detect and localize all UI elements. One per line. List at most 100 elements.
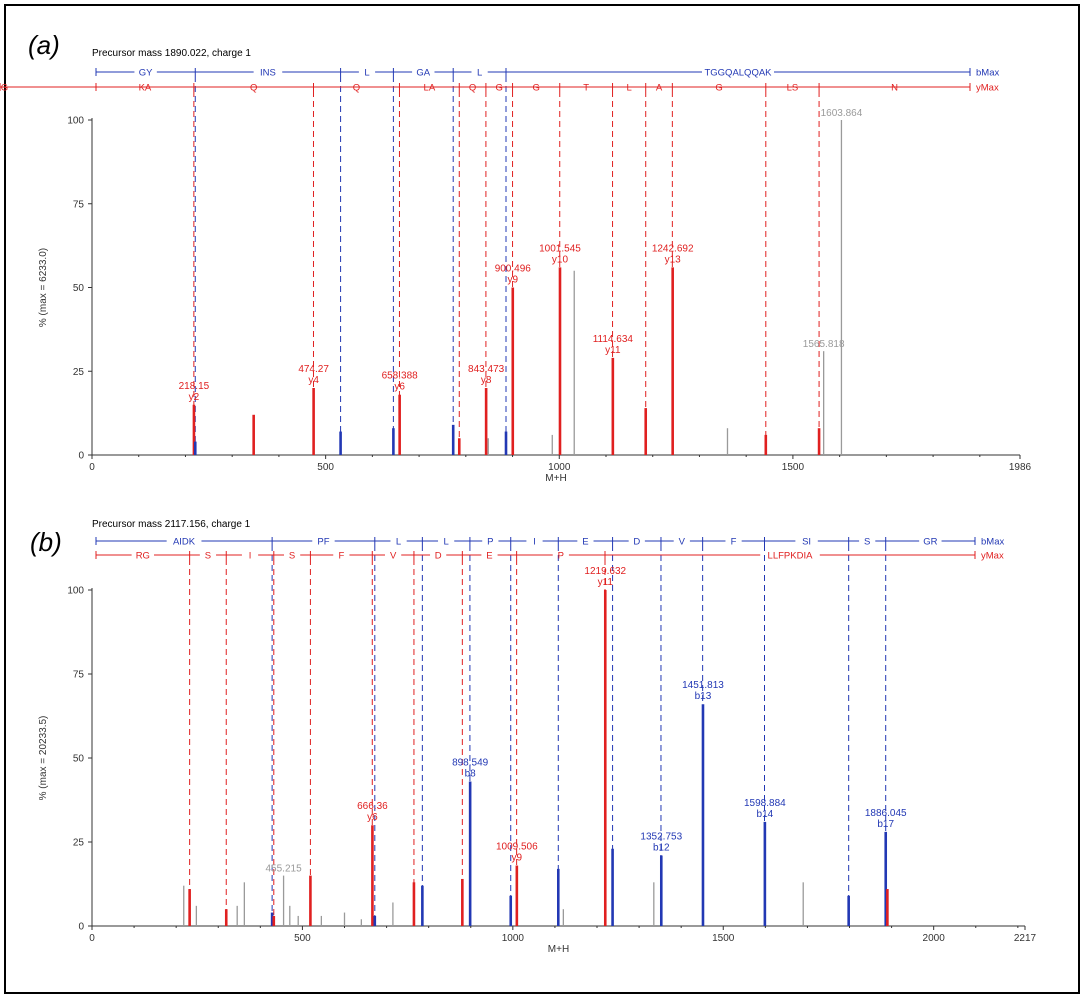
ladder-residue: D — [435, 551, 442, 562]
peak-ion-label: y9 — [507, 275, 518, 286]
x-axis-label: M+H — [545, 473, 566, 484]
panel-label: (b) — [30, 527, 62, 557]
y-tick-label: 50 — [73, 283, 85, 294]
chart-title: Precursor mass 1890.022, charge 1 — [92, 48, 251, 59]
ladder-residue: LA — [424, 83, 436, 94]
ladder-residue: E — [582, 537, 588, 548]
ladder-residue: I — [533, 537, 536, 548]
y-axis-label: % (max = 6233.0) — [38, 248, 49, 327]
ladder-residue: G — [532, 83, 539, 94]
ladder-residue: Q — [469, 83, 476, 94]
peak-mz-label: 1451.813 — [682, 680, 724, 691]
x-tick-label: 0 — [89, 462, 95, 473]
x-tick-label: 1000 — [502, 933, 525, 944]
y-tick-label: 75 — [73, 199, 85, 210]
y-tick-label: 0 — [78, 451, 84, 462]
ladder-residue: PF — [317, 537, 329, 548]
peak-ion-label: y13 — [665, 254, 682, 265]
peak-mz-label: 1598.884 — [744, 798, 786, 809]
ladder-residue: GY — [139, 68, 153, 79]
ladder-residue: N — [891, 83, 898, 94]
figure-border — [4, 4, 1080, 994]
ladder-residue: TGGQALQQAK — [704, 68, 772, 79]
ladder-residue: SI — [802, 537, 811, 548]
peak-ion-label: y4 — [308, 375, 319, 386]
y-tick-label: 100 — [67, 116, 84, 127]
ladder-residue: A — [656, 83, 663, 94]
peak-mz-label: 658.388 — [382, 371, 419, 382]
ladder-residue: GR — [923, 537, 937, 548]
x-tick-label: 1500 — [782, 462, 805, 473]
peak-mz-label: 1886.045 — [865, 808, 907, 819]
ladder-residue: S — [205, 551, 211, 562]
ladder-residue: L — [443, 537, 448, 548]
ladder-residue: Q — [353, 83, 360, 94]
ladder-residue: G — [496, 83, 503, 94]
x-tick-label: 500 — [317, 462, 334, 473]
peak-mz-label: 218.15 — [179, 381, 210, 392]
y-tick-label: 50 — [73, 754, 85, 765]
ladder-residue: L — [477, 68, 482, 79]
ladder-residue: D — [633, 537, 640, 548]
b-ion-ladder: AIDK PF L L P I E D V F SI S GR bMax — [95, 537, 1004, 926]
peak-ion-label: y10 — [552, 254, 569, 265]
peak-mz-label: 666.36 — [357, 801, 388, 812]
peak-ion-label: y6 — [394, 382, 405, 393]
peak-ion-label: y8 — [481, 375, 492, 386]
spectrum-panel-a: (a) Precursor mass 1890.022, charge 1 0 25 5… — [0, 30, 1032, 484]
ladder-residue: S — [864, 537, 870, 548]
ladder-residue: IYG — [0, 83, 8, 94]
ladder-residue: AIDK — [173, 537, 196, 548]
y-tick-label: 25 — [73, 367, 85, 378]
ladder-residue: P — [558, 551, 564, 562]
ladder-residue: F — [338, 551, 344, 562]
ladder-end-label: yMax — [981, 551, 1004, 562]
peak-mz-label: 1114.634 — [593, 334, 634, 345]
peak-ion-label: b17 — [877, 819, 894, 830]
ladder-residue: LLFPKDIA — [768, 551, 814, 562]
ladder-residue: E — [486, 551, 492, 562]
peak-ion-label: y9 — [512, 853, 523, 864]
ladder-residue: Q — [250, 83, 257, 94]
ladder-residue: L — [626, 83, 631, 94]
ladder-residue: F — [731, 537, 737, 548]
x-axis-label: M+H — [548, 944, 569, 955]
ladder-end-label: bMax — [976, 68, 999, 79]
y-tick-label: 75 — [73, 670, 85, 681]
x-tick-label: 2000 — [923, 933, 946, 944]
peak-mz-label: 900.496 — [495, 264, 532, 275]
peak-mz-label: 1219.632 — [584, 566, 626, 577]
spectrum-panel-b: (b) Precursor mass 2117.156, charge 1 0 25 5… — [30, 519, 1037, 955]
ladder-residue: V — [679, 537, 686, 548]
peak-mz-label: 1009.506 — [496, 842, 538, 853]
b-ion-ladder: GY INS L GA L TGGQALQQAK bMax — [95, 68, 999, 455]
ladder-residue: L — [396, 537, 401, 548]
ladder-residue: L — [364, 68, 369, 79]
x-tick-label: 1986 — [1009, 462, 1032, 473]
ladder-residue: INS — [260, 68, 276, 79]
peak-mz-label: 455.215 — [265, 864, 302, 875]
ladder-residue: RG — [136, 551, 150, 562]
x-tick-label: 1500 — [712, 933, 735, 944]
ladder-residue: I — [249, 551, 252, 562]
peak-mz-label: 1352.753 — [640, 831, 682, 842]
peak-ion-label: b14 — [757, 809, 774, 820]
x-tick-label: 0 — [89, 933, 95, 944]
y-axis-label: % (max = 20233.5) — [38, 716, 49, 801]
peak-ion-label: b13 — [695, 691, 712, 702]
peak-mz-label: 1565.818 — [803, 339, 845, 350]
ladder-residue: GA — [416, 68, 430, 79]
x-tick-label: 2217 — [1014, 933, 1037, 944]
ladder-residue: KA — [139, 83, 152, 94]
y-ion-ladder: RG S I S F V D E P LLFPKDIA yMax — [95, 551, 1004, 926]
ladder-end-label: bMax — [981, 537, 1004, 548]
peak-mz-label: 843.473 — [468, 364, 505, 375]
ladder-end-label: yMax — [976, 83, 999, 94]
peak-ion-label: y2 — [189, 392, 200, 403]
panel-label: (a) — [28, 30, 60, 60]
peak-ion-label: y11 — [598, 577, 614, 588]
ladder-residue: V — [390, 551, 397, 562]
x-tick-label: 1000 — [548, 462, 571, 473]
